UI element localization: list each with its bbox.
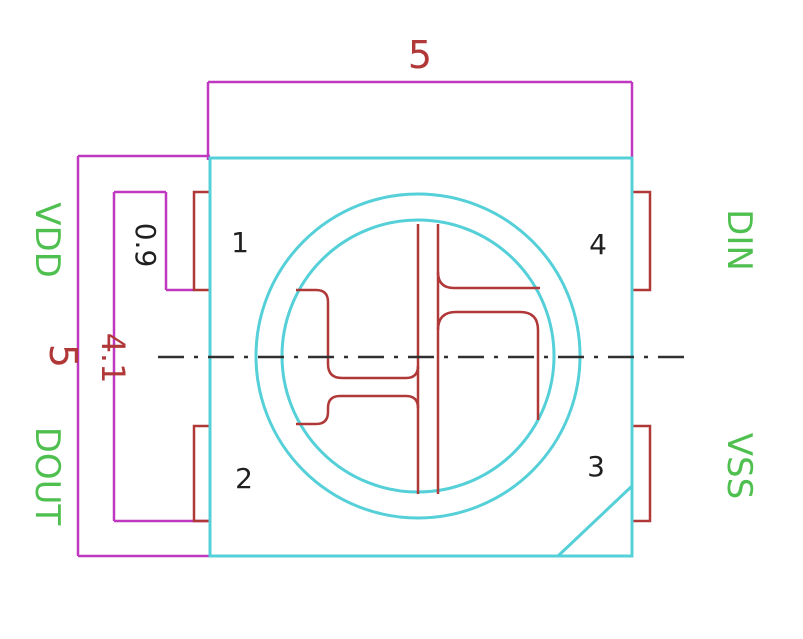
pad-2: [192, 424, 210, 523]
pad-1: [192, 190, 210, 292]
lead-frame: [296, 224, 540, 494]
trace-top-left: [296, 288, 420, 380]
pads: [192, 190, 652, 523]
pad-dimension: [164, 192, 194, 292]
inner-dimension-label: 4.1: [94, 333, 132, 384]
pin1-chamfer: [556, 484, 634, 558]
left-outer-dimension: [76, 154, 210, 558]
trace-bottom-left: [296, 394, 420, 426]
pin-number-1: 1: [231, 226, 249, 259]
pin-number-3: 3: [587, 450, 605, 483]
trace-top-right: [436, 271, 540, 290]
pad-4: [632, 190, 652, 292]
pad-3: [632, 424, 652, 523]
trace-mid-right: [436, 310, 540, 420]
signal-label-vdd: VDD: [27, 202, 67, 278]
left-outer-dimension-label: 5: [41, 344, 85, 368]
top-dimension-label: 5: [408, 33, 432, 77]
pin-number-4: 4: [589, 228, 607, 261]
pad-dimension-label: 0.9: [129, 223, 162, 268]
top-dimension: [206, 80, 634, 160]
signal-label-dout: DOUT: [27, 427, 67, 526]
signal-label-din: DIN: [719, 209, 759, 271]
pin-number-2: 2: [235, 462, 253, 495]
signal-label-vss: VSS: [719, 433, 759, 499]
